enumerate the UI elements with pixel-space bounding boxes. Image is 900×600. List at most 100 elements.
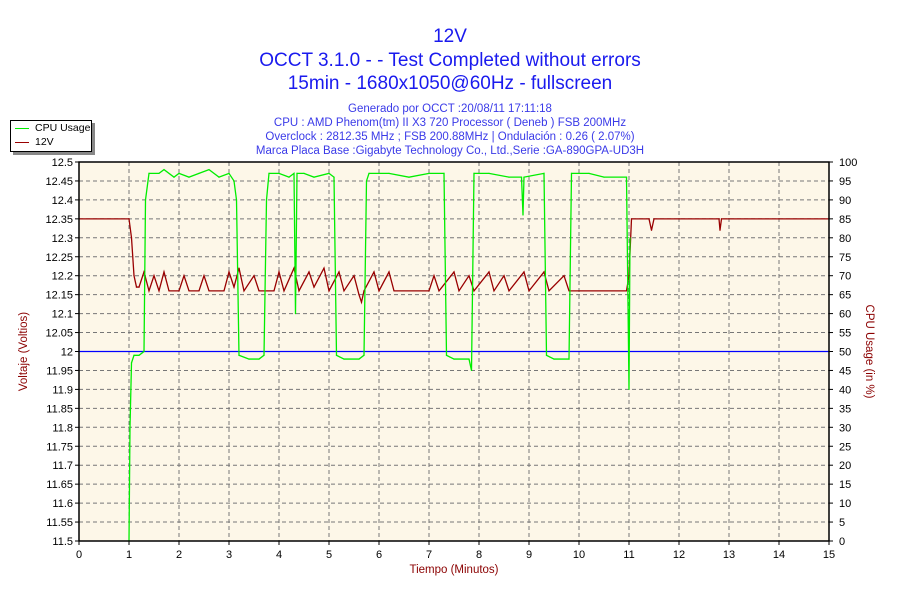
point-12v bbox=[148, 290, 150, 292]
point-12v bbox=[343, 290, 345, 292]
point-cpu-usage bbox=[468, 358, 470, 360]
point-12v bbox=[198, 290, 200, 292]
point-12v bbox=[650, 229, 653, 231]
point-cpu-usage bbox=[233, 180, 235, 182]
y2-tick-label: 45 bbox=[839, 365, 851, 377]
y2-tick-label: 20 bbox=[839, 460, 851, 472]
point-12v bbox=[378, 290, 380, 292]
point-12v bbox=[360, 301, 363, 303]
x-tick-label: 10 bbox=[573, 549, 585, 561]
point-12v bbox=[283, 290, 285, 292]
point-12v bbox=[183, 275, 185, 277]
point-cpu-usage bbox=[133, 354, 135, 356]
point-cpu-usage bbox=[343, 358, 345, 360]
y-tick-label: 12.15 bbox=[45, 290, 73, 302]
y-tick-label: 12.05 bbox=[45, 328, 73, 340]
x-tick-label: 9 bbox=[526, 549, 532, 561]
y-tick-label: 11.7 bbox=[52, 460, 73, 472]
point-12v bbox=[563, 275, 565, 277]
y2-tick-label: 30 bbox=[839, 422, 851, 434]
point-cpu-usage bbox=[138, 354, 140, 356]
x-tick-label: 0 bbox=[76, 549, 82, 561]
y-tick-label: 11.95 bbox=[46, 365, 73, 377]
point-cpu-usage bbox=[470, 369, 473, 372]
point-cpu-usage bbox=[603, 176, 605, 178]
point-12v bbox=[208, 290, 210, 292]
x-tick-label: 3 bbox=[226, 549, 232, 561]
y2-tick-label: 35 bbox=[839, 403, 851, 415]
point-cpu-usage bbox=[248, 358, 250, 360]
y-tick-label: 11.9 bbox=[52, 384, 73, 396]
point-12v bbox=[293, 267, 295, 269]
point-12v bbox=[228, 271, 230, 273]
x-tick-label: 1 bbox=[126, 549, 132, 561]
point-cpu-usage bbox=[303, 172, 305, 174]
y2-tick-label: 70 bbox=[839, 271, 851, 283]
point-12v bbox=[548, 290, 550, 292]
y-tick-label: 11.65 bbox=[46, 479, 73, 491]
y-axis-label: Voltaje (Voltios) bbox=[18, 312, 30, 391]
point-12v bbox=[313, 286, 315, 288]
point-cpu-usage bbox=[328, 172, 330, 174]
point-12v bbox=[719, 229, 721, 231]
point-cpu-usage bbox=[238, 354, 240, 356]
x-tick-label: 4 bbox=[276, 549, 282, 561]
info-motherboard: Marca Placa Base :Gigabyte Technology Co… bbox=[255, 145, 645, 157]
point-cpu-usage bbox=[163, 168, 165, 171]
point-12v bbox=[135, 286, 138, 288]
point-12v bbox=[253, 275, 255, 277]
point-12v bbox=[178, 290, 180, 292]
x-tick-label: 13 bbox=[723, 549, 735, 561]
point-12v bbox=[328, 290, 330, 292]
point-cpu-usage bbox=[570, 172, 573, 174]
point-12v bbox=[523, 271, 525, 273]
info-overclock: Overclock : 2812.35 MHz ; FSB 200.88MHz … bbox=[265, 131, 635, 143]
point-12v bbox=[338, 271, 340, 273]
legend-swatch-cpu bbox=[15, 127, 29, 129]
point-12v bbox=[133, 275, 135, 277]
point-12v bbox=[438, 290, 440, 292]
y2-tick-label: 5 bbox=[839, 517, 845, 529]
point-12v bbox=[653, 218, 655, 220]
x-tick-label: 12 bbox=[673, 549, 685, 561]
series-cpu-usage-line bbox=[128, 168, 631, 542]
point-cpu-usage bbox=[235, 199, 238, 201]
point-12v bbox=[128, 218, 130, 220]
y2-tick-label: 0 bbox=[839, 536, 845, 548]
point-cpu-usage bbox=[388, 172, 390, 174]
point-cpu-usage bbox=[218, 176, 220, 178]
point-cpu-usage bbox=[143, 350, 145, 353]
point-12v bbox=[233, 286, 235, 288]
y-tick-label: 11.6 bbox=[52, 498, 73, 510]
point-cpu-usage bbox=[473, 172, 475, 174]
point-12v bbox=[308, 271, 310, 273]
point-cpu-usage bbox=[625, 176, 628, 178]
legend: CPU Usage 12V bbox=[10, 120, 92, 152]
point-cpu-usage bbox=[335, 354, 338, 356]
point-cpu-usage bbox=[365, 180, 368, 182]
y2-tick-label: 55 bbox=[839, 328, 851, 340]
y2-tick-label: 85 bbox=[839, 214, 851, 226]
y-tick-label: 12.35 bbox=[45, 214, 73, 226]
point-cpu-usage bbox=[445, 354, 448, 356]
point-12v bbox=[528, 290, 530, 292]
x-tick-label: 11 bbox=[623, 549, 634, 561]
point-cpu-usage bbox=[188, 176, 190, 178]
point-12v bbox=[625, 290, 628, 292]
y2-tick-label: 50 bbox=[839, 347, 851, 359]
point-12v bbox=[508, 290, 510, 292]
point-12v bbox=[138, 286, 140, 288]
point-cpu-usage bbox=[178, 172, 180, 174]
point-cpu-usage bbox=[333, 176, 335, 178]
point-12v bbox=[188, 290, 190, 292]
point-cpu-usage bbox=[296, 172, 298, 174]
point-12v bbox=[433, 275, 435, 277]
y-tick-label: 12.5 bbox=[52, 157, 73, 169]
point-cpu-usage bbox=[263, 354, 265, 356]
x-axis-label: Tiempo (Minutos) bbox=[409, 564, 498, 576]
y-tick-label: 12.1 bbox=[52, 309, 73, 321]
point-12v bbox=[258, 290, 260, 292]
point-cpu-usage bbox=[629, 237, 631, 239]
chart-subtitle-2: 15min - 1680x1050@60Hz - fullscreen bbox=[287, 73, 613, 94]
point-12v bbox=[278, 271, 280, 273]
